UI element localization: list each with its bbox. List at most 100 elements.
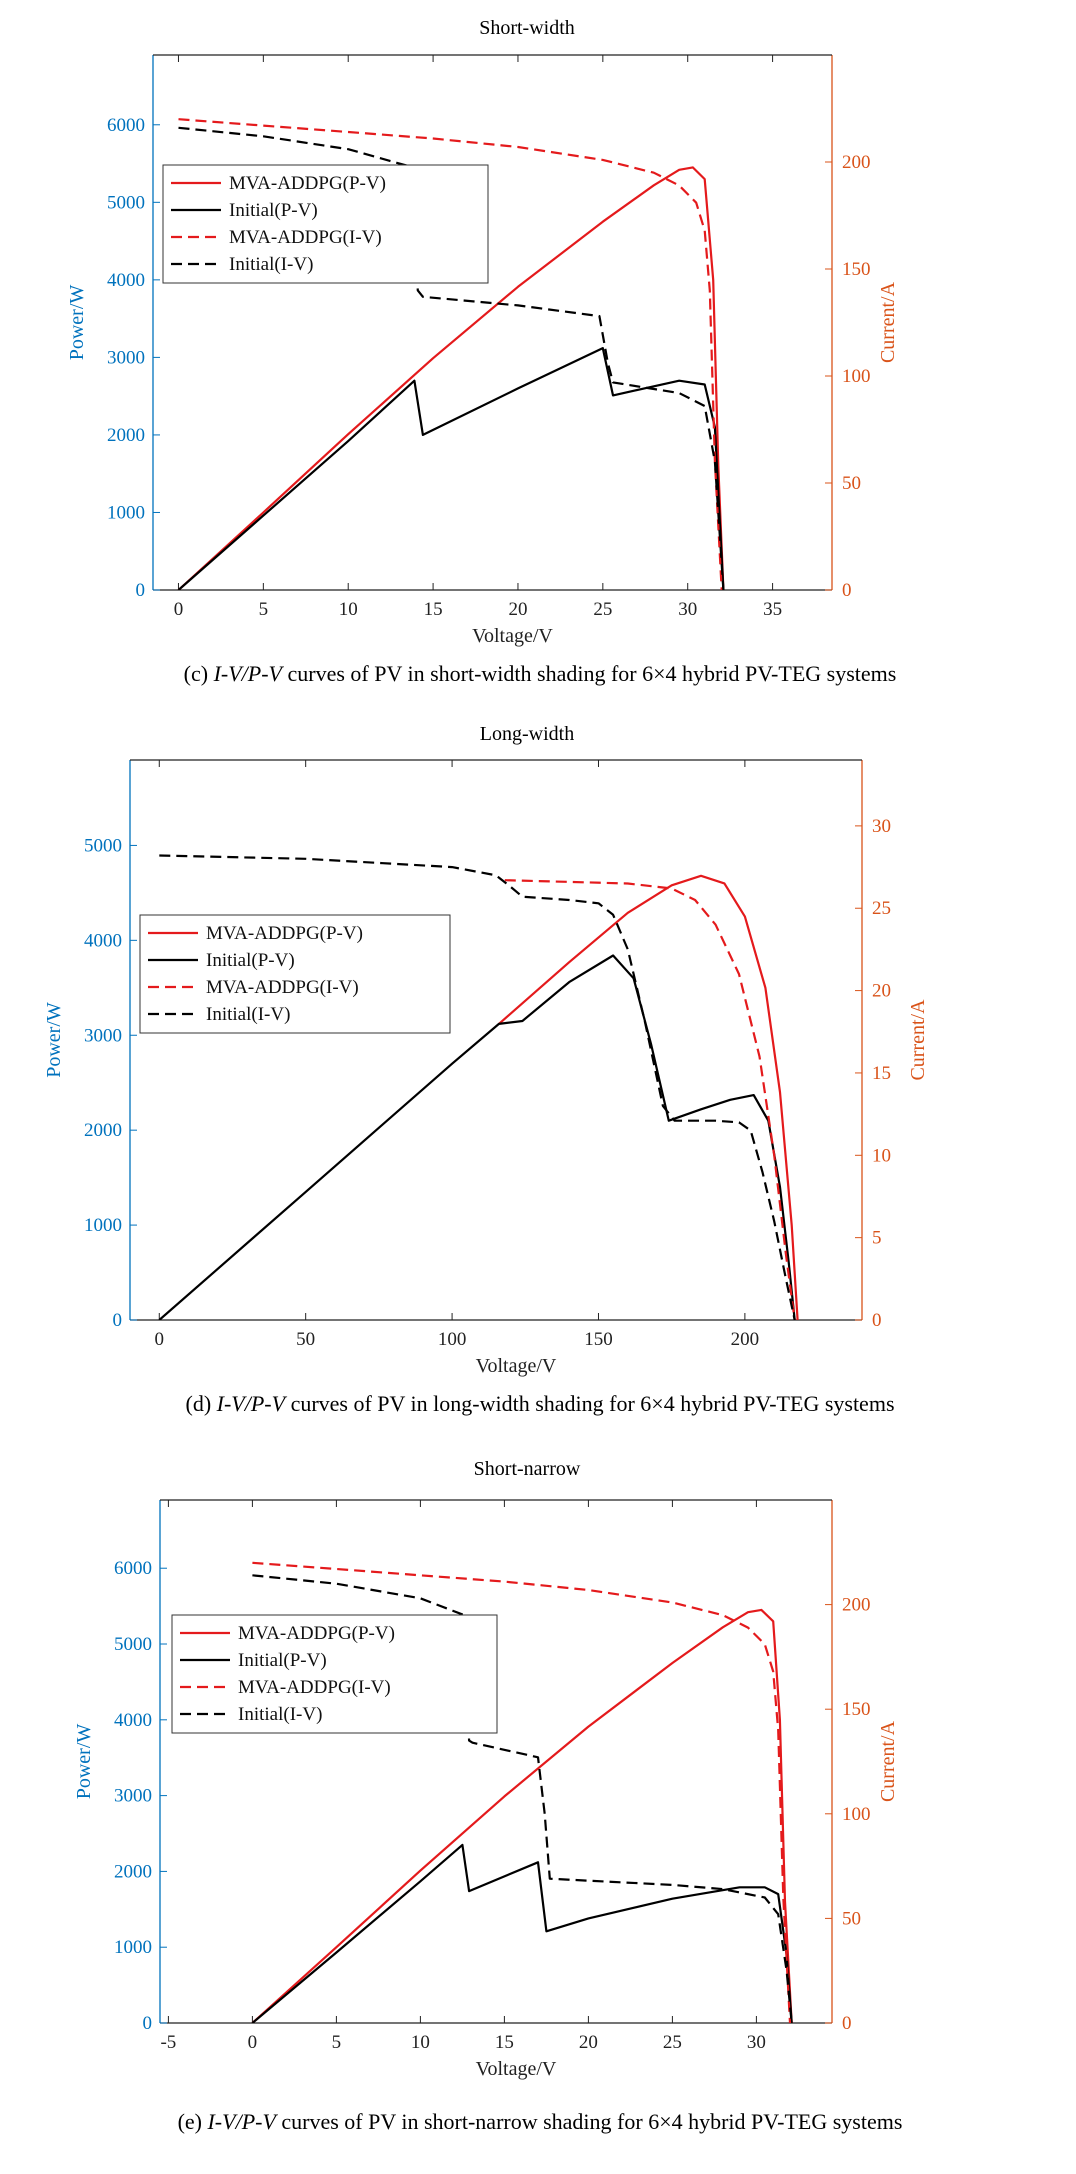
left-tick-label: 1000 xyxy=(114,1937,152,1958)
left-tick-label: 4000 xyxy=(114,1710,152,1731)
right-tick-label: 200 xyxy=(842,1595,871,1616)
chart-panel-c: Short-width 0 5 10 15 20 25 30 35 0 1000 2000 3000 4… xyxy=(0,0,1076,725)
left-tick-label: 6000 xyxy=(114,1558,152,1579)
x-tick-label: 15 xyxy=(424,599,443,620)
chart-svg-c: Short-width 0 5 10 15 20 25 30 3501000200030004… xyxy=(66,17,899,647)
x-tick-label: 100 xyxy=(438,1329,467,1350)
chart-svg-d: Long-width 0 50 100 150 20001000200030004000… xyxy=(43,723,929,1377)
chart-panel-e: Short-narrow -5 0 5 10 15 20 25 30 0 1000 2000 3000… xyxy=(0,1450,1076,2174)
x-tick-label: 0 xyxy=(248,2032,258,2053)
legend-entry: Initial(I-V) xyxy=(229,254,313,275)
right-tick-label: 100 xyxy=(842,1804,871,1825)
x-tick-label: 5 xyxy=(259,599,269,620)
right-tick-label: 30 xyxy=(872,816,891,837)
legend-entry: MVA-ADDPG(P-V) xyxy=(238,1623,395,1644)
left-tick-label: 1000 xyxy=(107,502,145,523)
caption-prefix: (c) xyxy=(183,661,214,686)
right-axis-label: Current/A xyxy=(877,1720,899,1802)
right-tick-label: 100 xyxy=(842,366,871,387)
caption-prefix: (e) xyxy=(177,2109,208,2134)
chart-title: Short-narrow xyxy=(474,1458,581,1480)
right-tick-label: 150 xyxy=(842,259,871,280)
right-axis-label: Current/A xyxy=(877,281,899,363)
legend-entry: MVA-ADDPG(I-V) xyxy=(206,977,359,998)
left-tick-label: 0 xyxy=(143,2013,153,2034)
x-tick-label: 35 xyxy=(763,599,782,620)
series-line-initial-p-v xyxy=(177,347,725,590)
x-tick-label: 25 xyxy=(663,2032,682,2053)
left-tick-label: 0 xyxy=(113,1310,123,1331)
figure-caption: (d) I-V/P-V curves of PV in long-width s… xyxy=(60,1390,1020,1418)
x-tick-label: -5 xyxy=(160,2032,176,2053)
left-tick-label: 3000 xyxy=(84,1025,122,1046)
caption-rest: curves of PV in short-narrow shading for… xyxy=(275,2109,903,2134)
legend-box xyxy=(162,164,489,284)
caption-rest: curves of PV in short-width shading for … xyxy=(282,661,897,686)
x-tick-label: 25 xyxy=(593,599,612,620)
left-tick-label: 3000 xyxy=(114,1786,152,1807)
caption-italic: I-V/P-V xyxy=(216,1391,286,1416)
right-tick-label: 50 xyxy=(842,473,861,494)
left-axis-label: Power/W xyxy=(73,1724,95,1800)
x-tick-label: 5 xyxy=(332,2032,342,2053)
x-axis-label: Voltage/V xyxy=(476,2058,557,2080)
left-tick-label: 4000 xyxy=(84,930,122,951)
legend-entry: MVA-ADDPG(I-V) xyxy=(229,227,382,248)
x-tick-label: 0 xyxy=(155,1329,165,1350)
left-tick-label: 5000 xyxy=(107,192,145,213)
legend-entry: Initial(I-V) xyxy=(206,1004,290,1025)
x-tick-label: 10 xyxy=(339,599,358,620)
x-tick-label: 20 xyxy=(508,599,527,620)
legend-entry: MVA-ADDPG(P-V) xyxy=(229,173,386,194)
legend-entry: Initial(P-V) xyxy=(229,200,318,221)
right-tick-label: 0 xyxy=(842,2013,852,2034)
x-tick-label: 15 xyxy=(495,2032,514,2053)
figure-caption: (e) I-V/P-V curves of PV in short-narrow… xyxy=(60,2108,1020,2136)
right-tick-label: 0 xyxy=(842,580,852,601)
left-tick-label: 3000 xyxy=(107,347,145,368)
left-tick-label: 2000 xyxy=(84,1120,122,1141)
x-tick-label: 30 xyxy=(678,599,697,620)
right-axis-label: Current/A xyxy=(907,999,929,1081)
left-tick-label: 5000 xyxy=(114,1634,152,1655)
series-line-initial-p-v xyxy=(251,1843,793,2023)
caption-rest: curves of PV in long-width shading for 6… xyxy=(285,1391,895,1416)
left-tick-label: 2000 xyxy=(114,1861,152,1882)
x-tick-label: 10 xyxy=(411,2032,430,2053)
series-line-initial-i-v xyxy=(159,854,796,1320)
chart-title: Short-width xyxy=(479,17,575,39)
series-line-initial-i-v xyxy=(252,1574,793,2023)
x-tick-label: 0 xyxy=(174,599,184,620)
series-line-mva-addpg-i-v xyxy=(504,879,796,1320)
x-tick-label: 30 xyxy=(747,2032,766,2053)
chart-svg-e: Short-narrow -5 0 5 10 15 20 25 300100020003000… xyxy=(73,1458,899,2080)
x-tick-label: 50 xyxy=(296,1329,315,1350)
x-tick-label: 200 xyxy=(731,1329,760,1350)
x-tick-label: 20 xyxy=(579,2032,598,2053)
x-axis-label: Voltage/V xyxy=(472,625,553,647)
left-tick-label: 5000 xyxy=(84,835,122,856)
right-tick-label: 15 xyxy=(872,1063,891,1084)
series-line-mva-addpg-p-v xyxy=(177,166,725,590)
left-axis-label: Power/W xyxy=(66,285,88,361)
right-tick-label: 10 xyxy=(872,1145,891,1166)
legend-entry: Initial(P-V) xyxy=(206,950,295,971)
x-axis-label: Voltage/V xyxy=(476,1355,557,1377)
figure-caption: (c) I-V/P-V curves of PV in short-width … xyxy=(60,660,1020,688)
series-line-mva-addpg-i-v xyxy=(252,1561,792,2023)
left-tick-label: 6000 xyxy=(107,115,145,136)
right-tick-label: 25 xyxy=(872,898,891,919)
chart-panel-d: Long-width 0 50 100 150 200 0 1000 2000 3000 4000… xyxy=(0,720,1076,1450)
series-line-mva-addpg-p-v xyxy=(498,874,799,1320)
right-tick-label: 0 xyxy=(872,1310,882,1331)
caption-prefix: (d) xyxy=(185,1391,217,1416)
left-axis-label: Power/W xyxy=(43,1002,65,1078)
chart-title: Long-width xyxy=(480,723,574,745)
legend-box xyxy=(171,1614,498,1734)
series-line-mva-addpg-i-v xyxy=(178,118,723,590)
right-tick-label: 200 xyxy=(842,152,871,173)
right-tick-label: 20 xyxy=(872,981,891,1002)
legend-entry: MVA-ADDPG(I-V) xyxy=(238,1677,391,1698)
left-tick-label: 0 xyxy=(136,580,146,601)
series-line-mva-addpg-p-v xyxy=(251,1608,793,2023)
